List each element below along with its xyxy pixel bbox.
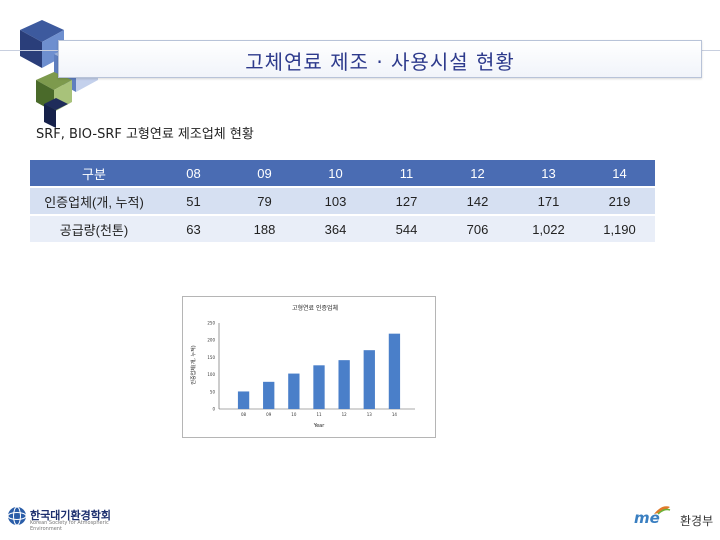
table-cell: 219 (584, 187, 655, 216)
chart-x-axis-label: Year (313, 423, 326, 429)
header-cell: 08 (158, 160, 229, 188)
header-cell: 구분 (30, 160, 158, 188)
ministry-logo-mark: me (634, 509, 660, 527)
chart-x-tick-label: 08 (241, 412, 247, 417)
table-cell: 인증업체(개, 누적) (30, 187, 158, 216)
chart-y-tick-label: 200 (207, 338, 215, 343)
header-cell: 12 (442, 160, 513, 188)
table-row: 공급량(천톤) 63 188 364 544 706 1,022 1,190 (30, 215, 655, 242)
chart-x-tick-label: 13 (367, 412, 373, 417)
table-cell: 188 (229, 215, 300, 242)
chart-bar (313, 365, 325, 409)
table-cell: 103 (300, 187, 371, 216)
table-cell: 364 (300, 215, 371, 242)
chart-x-tick-label: 14 (392, 412, 398, 417)
header-cell: 11 (371, 160, 442, 188)
chart-bar (388, 333, 401, 409)
table-cell: 51 (158, 187, 229, 216)
table-cell: 1,190 (584, 215, 655, 242)
section-subtitle: SRF, BIO-SRF 고형연료 제조업체 현황 (36, 127, 254, 142)
chart-x-tick-label: 11 (316, 412, 322, 417)
chart-y-tick-label: 0 (212, 407, 215, 412)
table-cell: 706 (442, 215, 513, 242)
header-cell: 09 (229, 160, 300, 188)
table-cell: 171 (513, 187, 584, 216)
table-cell: 544 (371, 215, 442, 242)
leaf-logo-icon (654, 506, 671, 515)
header-cell: 14 (584, 160, 655, 188)
header-cell: 13 (513, 160, 584, 188)
chart-y-tick-label: 50 (210, 389, 216, 394)
header-cell: 10 (300, 160, 371, 188)
chart-y-tick-label: 100 (207, 372, 215, 377)
bar-chart: 고형연료 인증업체 인증업체(개, 누적) Year 0 50 100 150 200 2… (190, 304, 415, 429)
table-cell: 공급량(천톤) (30, 215, 158, 242)
chart-y-tick-label: 250 (207, 321, 215, 326)
chart-y-tick-label: 150 (207, 355, 215, 360)
ministry-name: 환경부 (680, 514, 714, 528)
table-cell: 79 (229, 187, 300, 216)
table-header-row: 구분 08 09 10 11 12 13 14 (30, 160, 655, 188)
chart-bar (338, 360, 350, 409)
footer-org-subtitle: Korean Society for Atmospheric Environme… (30, 520, 109, 532)
chart-x-tick-label: 12 (342, 412, 348, 417)
production-table: 구분 08 09 10 11 12 13 14 인증업체(개, 누적) 51 7… (30, 160, 655, 242)
table-cell: 63 (158, 215, 229, 242)
chart-x-tick-label: 10 (291, 412, 297, 417)
title-bar: 고체연료 제조 · 사용시설 현황 (58, 40, 702, 78)
globe-logo-icon (7, 506, 27, 526)
chart-bar (237, 391, 250, 409)
chart-bar (363, 350, 375, 409)
chart-y-axis-label: 인증업체(개, 누적) (190, 345, 197, 384)
chart-x-tick-label: 09 (266, 412, 272, 417)
slide-title: 고체연료 제조 · 사용시설 현황 (245, 50, 515, 74)
table-cell: 127 (371, 187, 442, 216)
table-row: 인증업체(개, 누적) 51 79 103 127 142 171 219 (30, 187, 655, 216)
chart-bar (263, 381, 275, 409)
chart-title: 고형연료 인증업체 (292, 304, 338, 312)
table-cell: 142 (442, 187, 513, 216)
footer-org-name: 한국대기환경학회 (30, 509, 111, 522)
table-cell: 1,022 (513, 215, 584, 242)
chart-bar (288, 373, 300, 409)
bar-chart-frame: 고형연료 인증업체 인증업체(개, 누적) Year 0 50 100 150 200 2… (182, 296, 436, 438)
